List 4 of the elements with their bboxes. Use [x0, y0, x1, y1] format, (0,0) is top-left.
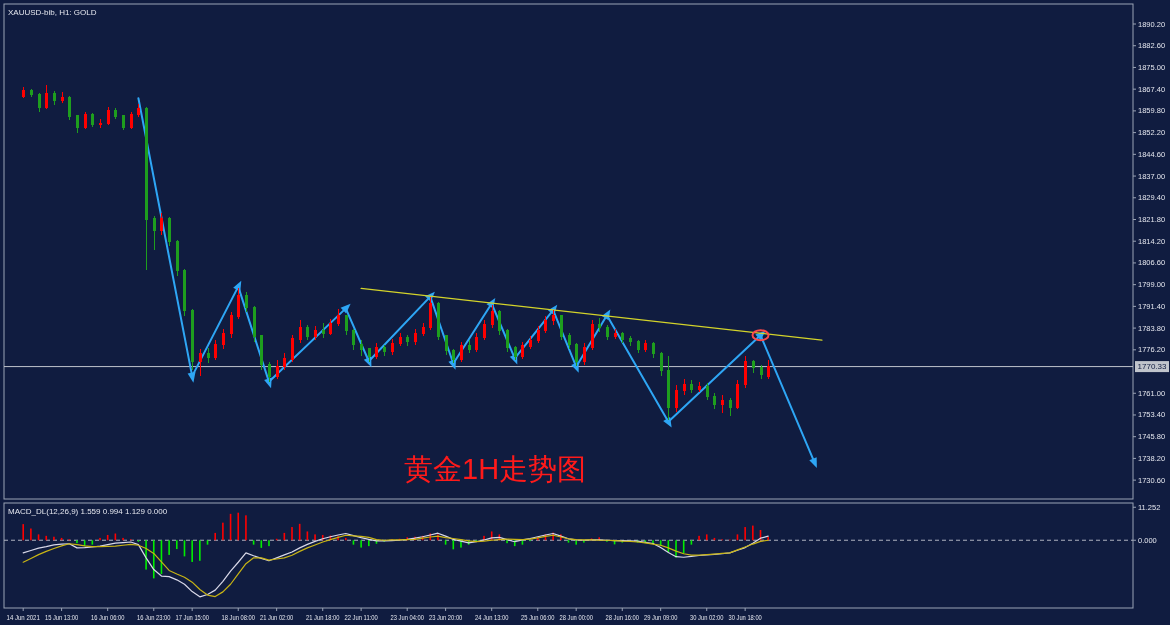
- chart-title: MACD_DL(12,26,9) 1.559 0.994 1.129 0.000: [8, 506, 168, 516]
- ref-line-label: 1770.33: [1135, 361, 1169, 373]
- annotation: 黄金1H走势图: [404, 453, 587, 486]
- chart-title: XAUUSD-bib, H1: GOLD: [8, 7, 97, 17]
